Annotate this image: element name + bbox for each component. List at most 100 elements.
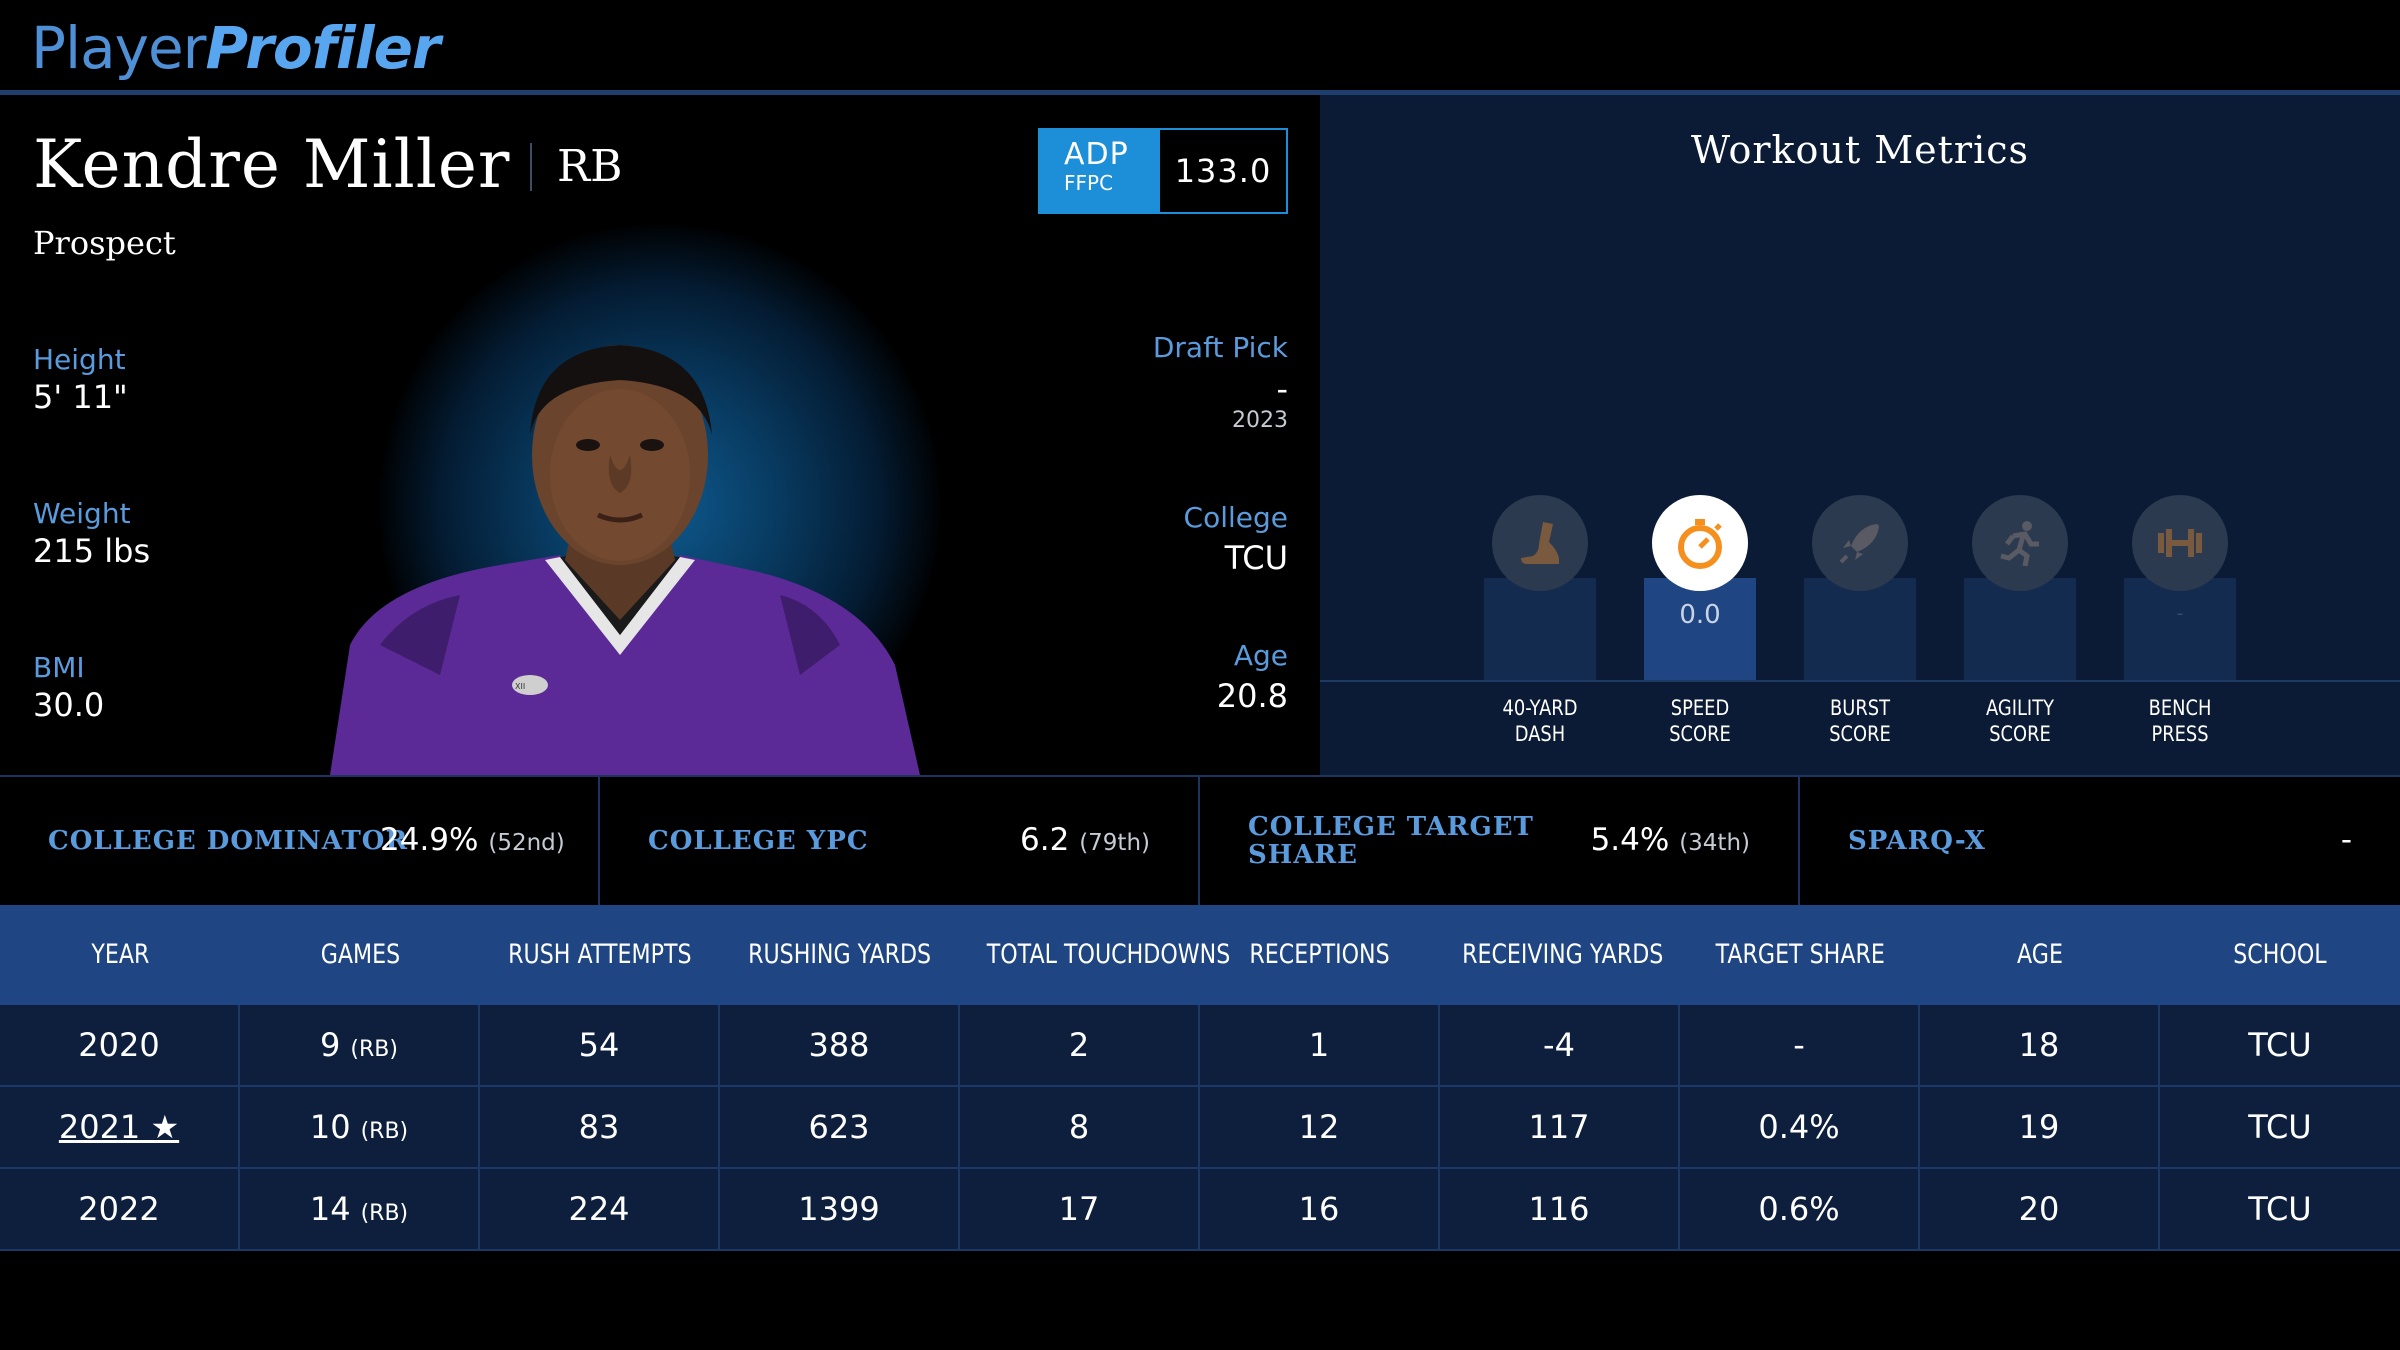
workout-label-40-yard: 40-YARD DASH: [1464, 695, 1617, 747]
cell-total-touchdowns: 8: [960, 1087, 1200, 1167]
draft-pick-label: Draft Pick: [1152, 331, 1288, 364]
workout-label-line1: 40-YARD: [1502, 696, 1578, 720]
stopwatch-icon: [1652, 495, 1748, 591]
cell-school: TCU: [2248, 1026, 2312, 1064]
cell-year-link[interactable]: 2021 ★: [0, 1087, 240, 1167]
cell-receptions: 12: [1200, 1087, 1440, 1167]
site-logo[interactable]: PlayerProfiler: [31, 8, 441, 88]
cell-total-touchdowns: 2: [960, 1005, 1200, 1085]
cell-receiving-yards: -4: [1440, 1005, 1680, 1085]
workout-title: Workout Metrics: [1690, 128, 2030, 172]
adp-source: FFPC: [1064, 171, 1114, 195]
workout-label-line1: BURST: [1830, 696, 1890, 720]
height-value: 5' 11": [33, 378, 128, 416]
metric-number: 6.2: [1020, 822, 1070, 858]
cell-rushing-yards: 388: [720, 1005, 960, 1085]
column-header-rushing-yards[interactable]: RUSHING YARDS: [720, 905, 960, 1005]
cell-rushing-yards: 1399: [720, 1169, 960, 1249]
player-profile-panel: XII Kendre Miller RB Prospect ADP FFPC 1…: [0, 95, 1320, 775]
college-metrics-strip: COLLEGE DOMINATOR 24.9% (52nd) COLLEGE Y…: [0, 775, 2400, 905]
workout-bar: [1964, 578, 2076, 680]
metric-number: 24.9%: [380, 822, 479, 858]
player-photo: XII: [330, 345, 920, 775]
metric-college-ypc[interactable]: COLLEGE YPC 6.2 (79th): [600, 777, 1200, 905]
column-header-receptions[interactable]: RECEPTIONS: [1200, 905, 1440, 1005]
games-position: (RB): [360, 1201, 409, 1226]
metric-sparq-x[interactable]: SPARQ-X -: [1800, 777, 2400, 905]
weight-value: 215 lbs: [33, 532, 151, 570]
cell-school: TCU: [2248, 1190, 2312, 1228]
metric-value: -: [2340, 822, 2352, 858]
column-header-rush-attempts[interactable]: RUSH ATTEMPTS: [480, 905, 720, 1005]
cell-receiving-yards: 116: [1440, 1169, 1680, 1249]
games-position: (RB): [360, 1119, 409, 1144]
column-header-games[interactable]: GAMES: [240, 905, 480, 1005]
metric-college-target-share[interactable]: COLLEGE TARGET SHARE 5.4% (34th): [1200, 777, 1800, 905]
workout-bench-press[interactable]: -: [2124, 495, 2236, 680]
cell-rush-attempts: 83: [480, 1087, 720, 1167]
workout-label-speed: SPEED SCORE: [1624, 695, 1777, 747]
header-divider: [0, 90, 2400, 95]
college-value: TCU: [1224, 539, 1288, 577]
workout-burst-score[interactable]: [1804, 495, 1916, 680]
column-header-year[interactable]: YEAR: [0, 905, 240, 1005]
workout-label-agility: AGILITY SCORE: [1944, 695, 2097, 747]
header-text: GAMES: [320, 939, 400, 970]
height-label: Height: [33, 343, 126, 376]
metric-college-dominator[interactable]: COLLEGE DOMINATOR 24.9% (52nd): [0, 777, 600, 905]
games-position: (RB): [350, 1037, 398, 1062]
workout-bar: [2124, 578, 2236, 680]
metric-rank: (34th): [1679, 830, 1750, 856]
header-text: AGE: [2017, 939, 2063, 970]
cell-age: 18: [1920, 1005, 2160, 1085]
top-bar: PlayerProfiler: [0, 0, 2400, 90]
workout-agility-score[interactable]: [1964, 495, 2076, 680]
metric-label: SPARQ-X: [1848, 826, 1986, 856]
workout-bar: [1484, 578, 1596, 680]
runner-icon: [1972, 495, 2068, 591]
workout-label-line1: BENCH: [2148, 696, 2212, 720]
workout-label-line2: SCORE: [1829, 722, 1891, 746]
age-value: 20.8: [1216, 677, 1288, 715]
column-header-age[interactable]: AGE: [1920, 905, 2160, 1005]
metric-value: 6.2 (79th): [1020, 821, 1150, 862]
table-row: 2020 9 (RB) 54 388 2 1 -4 - 18 TCU: [0, 1005, 2400, 1087]
header-text: TARGET SHARE: [1715, 939, 1885, 970]
bmi-label: BMI: [33, 651, 85, 684]
bmi-value: 30.0: [33, 686, 105, 724]
column-header-school[interactable]: SCHOOL: [2160, 905, 2400, 1005]
column-header-receiving-yards[interactable]: RECEIVING YARDS: [1440, 905, 1680, 1005]
adp-badge[interactable]: ADP FFPC 133.0: [1038, 128, 1288, 214]
metric-label: COLLEGE TARGET SHARE: [1248, 813, 1534, 869]
player-name: Kendre Miller: [33, 126, 511, 203]
cell-games: 14 (RB): [240, 1169, 480, 1249]
header-text: SCHOOL: [2233, 939, 2327, 970]
metric-label-line2: SHARE: [1248, 840, 1358, 870]
workout-baseline: [1320, 680, 2400, 682]
metric-number: 5.4%: [1590, 822, 1670, 858]
cell-receiving-yards: 117: [1440, 1087, 1680, 1167]
running-shoe-icon: [1492, 495, 1588, 591]
workout-metrics-panel: Workout Metrics 0.0: [1320, 95, 2400, 775]
header-text: RUSHING YARDS: [748, 939, 932, 970]
dumbbell-icon: [2132, 495, 2228, 591]
column-header-total-touchdowns[interactable]: TOTAL TOUCHDOWNS: [960, 905, 1231, 1005]
workout-value: -: [2176, 603, 2184, 624]
logo-part2: Profiler: [205, 14, 441, 82]
player-status: Prospect: [33, 224, 176, 262]
workout-40-yard-dash[interactable]: [1484, 495, 1596, 680]
cell-year: 2020: [0, 1005, 240, 1085]
adp-label-box: ADP FFPC: [1040, 130, 1160, 212]
metric-value: 24.9% (52nd): [380, 821, 565, 862]
workout-speed-score[interactable]: 0.0: [1644, 495, 1756, 680]
workout-label-burst: BURST SCORE: [1784, 695, 1937, 747]
header-text: TOTAL TOUCHDOWNS: [986, 939, 1231, 970]
column-header-target-share[interactable]: TARGET SHARE: [1680, 905, 1920, 1005]
cell-games: 10 (RB): [240, 1087, 480, 1167]
rocket-icon: [1812, 495, 1908, 591]
games-count: 9: [320, 1026, 341, 1064]
header-text: RUSH ATTEMPTS: [508, 939, 692, 970]
college-label: College: [1183, 501, 1288, 534]
player-position: RB: [557, 141, 623, 192]
cell-age: 20: [1920, 1169, 2160, 1249]
